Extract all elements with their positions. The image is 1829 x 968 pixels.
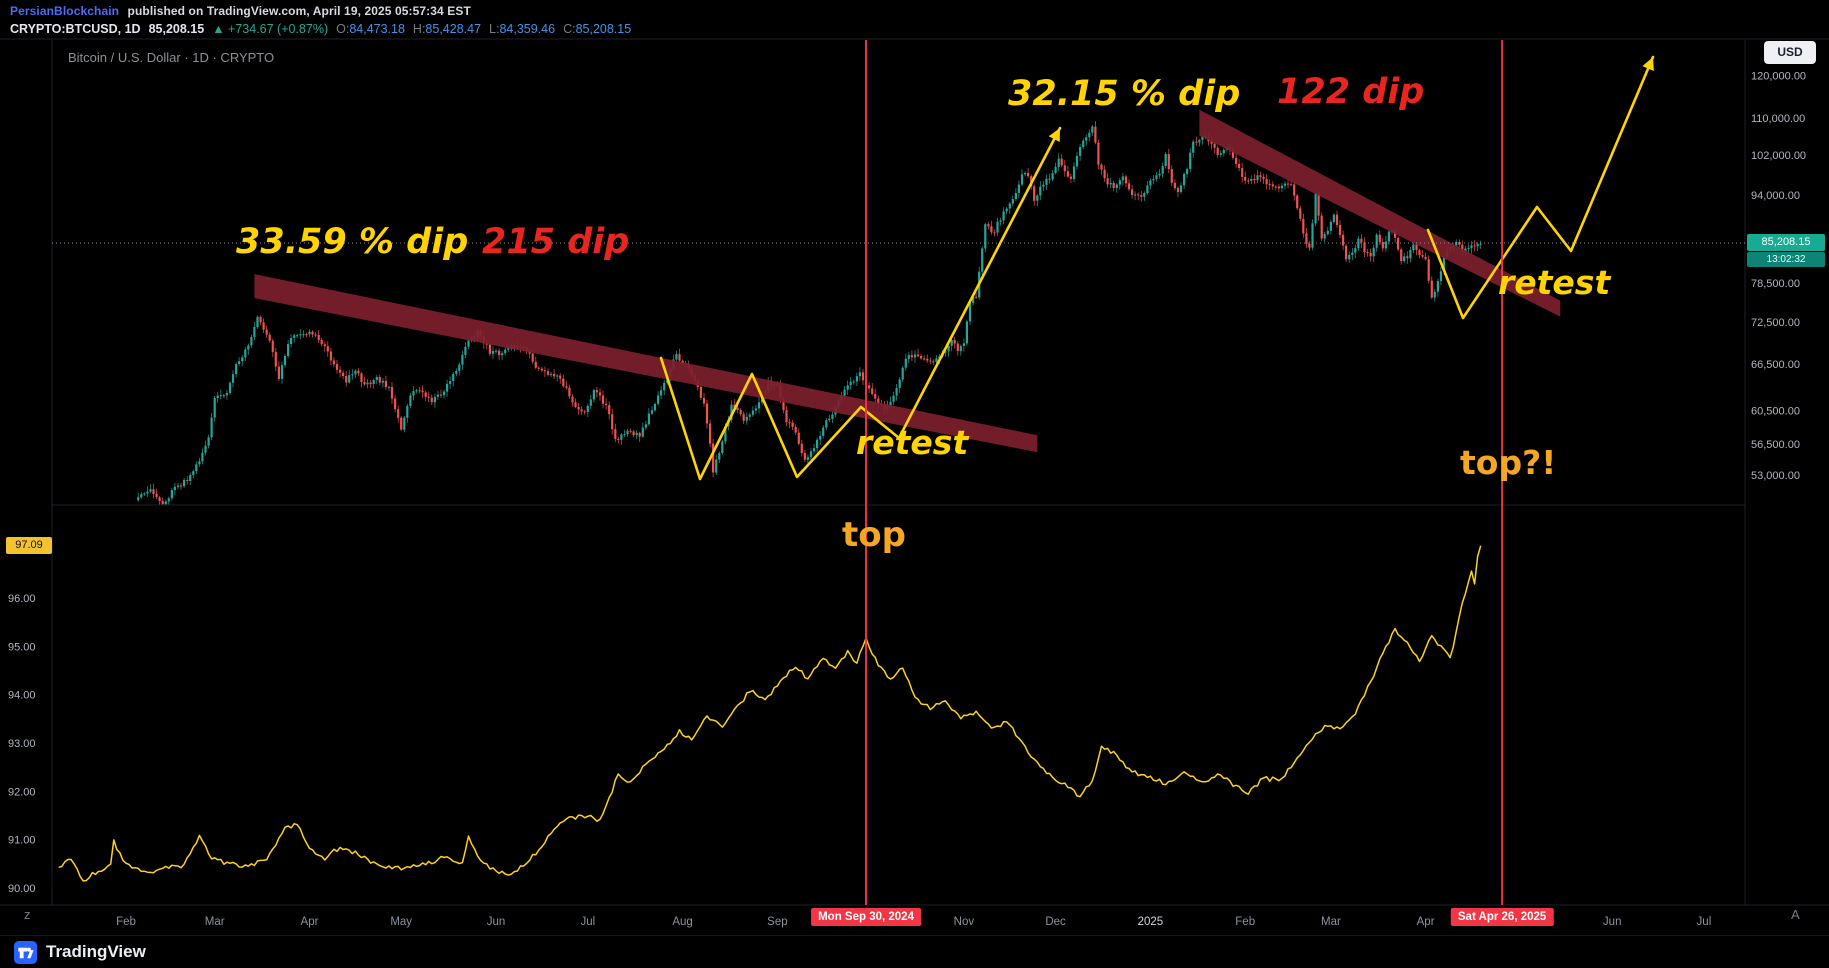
- price-tick-label: 56,500.00: [1751, 439, 1800, 451]
- lower-pane[interactable]: [58, 545, 1482, 882]
- indicator-tick-label: 95.00: [8, 641, 36, 653]
- indicator-tick-label: 94.00: [8, 690, 36, 702]
- ohlc-label: H:: [412, 22, 426, 36]
- ohlc-value: 85,208.15: [575, 22, 632, 36]
- upper-pane[interactable]: [137, 55, 1655, 509]
- lower-value-badge: 97.09: [6, 536, 52, 554]
- indicator-tick-label: 93.00: [8, 738, 36, 750]
- open-value: O:84,473.18: [336, 22, 405, 36]
- time-tick-label[interactable]: Sep: [767, 916, 787, 928]
- time-tick-label[interactable]: 2025: [1138, 916, 1164, 928]
- ohlc-value: 85,428.47: [425, 22, 482, 36]
- time-tick-label[interactable]: Apr: [301, 916, 319, 928]
- time-tick-label[interactable]: Jul: [1697, 916, 1712, 928]
- event-date-badge: Sat Apr 26, 2025: [1450, 908, 1554, 926]
- price-tick-label: 53,000.00: [1751, 470, 1800, 482]
- ohlc-value: 84,359.46: [499, 22, 556, 36]
- time-tick-label[interactable]: Feb: [1235, 916, 1255, 928]
- ohlc-label: O:: [336, 22, 350, 36]
- indicator-tick-label: 90.00: [8, 883, 36, 895]
- candle-countdown-badge: 13:02:32: [1747, 252, 1825, 268]
- lower-indicator-line[interactable]: [58, 545, 1482, 882]
- publish-line: PersianBlockchain published on TradingVi…: [10, 4, 631, 18]
- projection-line[interactable]: [659, 126, 1062, 481]
- tradingview-brand[interactable]: TradingView: [46, 942, 146, 961]
- price-tick-label: 120,000.00: [1751, 71, 1806, 83]
- footer-bar: TradingView: [0, 935, 1829, 968]
- corner-hint-right[interactable]: A: [1791, 907, 1800, 922]
- time-tick-label[interactable]: Feb: [116, 916, 136, 928]
- ohlc-value: 84,473.18: [349, 22, 405, 36]
- projection-arrowhead: [1642, 57, 1654, 71]
- price-tick-label: 72,500.00: [1751, 317, 1800, 329]
- publish-info: published on TradingView.com, April 19, …: [127, 4, 471, 18]
- symbol-line: CRYPTO:BTCUSD, 1D 85,208.15 ▲ +734.67 (+…: [10, 22, 631, 36]
- close-value: C:85,208.15: [563, 22, 631, 36]
- time-tick-label[interactable]: Nov: [954, 916, 975, 928]
- trend-channel[interactable]: [254, 274, 1038, 453]
- author-link[interactable]: PersianBlockchain: [10, 4, 120, 18]
- snapshot-header: PersianBlockchain published on TradingVi…: [10, 4, 631, 36]
- projection-arrowhead: [1048, 128, 1060, 142]
- indicator-tick-label: 92.00: [8, 786, 36, 798]
- price-tick-label: 60,500.00: [1751, 405, 1800, 417]
- ohlc-label: C:: [563, 22, 576, 36]
- tradingview-logo-icon[interactable]: [14, 940, 37, 964]
- time-tick-label[interactable]: Jul: [580, 916, 595, 928]
- last-price-badge: 85,208.15: [1747, 234, 1825, 252]
- time-tick-label[interactable]: Apr: [1417, 916, 1435, 928]
- time-tick-label[interactable]: Dec: [1045, 916, 1066, 928]
- indicator-tick-label: 91.00: [8, 835, 36, 847]
- time-tick-label[interactable]: Jun: [487, 916, 506, 928]
- chart-legend[interactable]: Bitcoin / U.S. Dollar · 1D · CRYPTO: [68, 50, 275, 65]
- time-tick-label[interactable]: Mar: [205, 916, 225, 928]
- time-tick-label[interactable]: Aug: [672, 916, 692, 928]
- symbol-title[interactable]: CRYPTO:BTCUSD, 1D: [10, 22, 141, 36]
- last-price-text: 85,208.15: [148, 22, 205, 36]
- price-change-text: ▲ +734.67 (+0.87%): [212, 22, 329, 36]
- event-date-badge: Mon Sep 30, 2024: [811, 908, 921, 926]
- low-value: L:84,359.46: [489, 22, 555, 36]
- price-tick-label: 102,000.00: [1751, 150, 1806, 162]
- high-value: H:85,428.47: [413, 22, 481, 36]
- projection-line[interactable]: [1426, 55, 1655, 320]
- time-tick-label[interactable]: Mar: [1321, 916, 1341, 928]
- corner-hint-left: z: [24, 907, 31, 922]
- ohlc-label: L:: [489, 22, 500, 36]
- time-tick-label[interactable]: Jun: [1603, 916, 1622, 928]
- price-tick-label: 78,500.00: [1751, 278, 1800, 290]
- indicator-tick-label: 96.00: [8, 593, 36, 605]
- price-tick-label: 94,000.00: [1751, 190, 1800, 202]
- trend-channel[interactable]: [1199, 109, 1561, 317]
- price-tick-label: 110,000.00: [1751, 113, 1805, 125]
- price-tick-label: 66,500.00: [1751, 359, 1800, 371]
- currency-toggle-button[interactable]: USD: [1764, 41, 1816, 64]
- time-tick-label[interactable]: May: [390, 916, 412, 928]
